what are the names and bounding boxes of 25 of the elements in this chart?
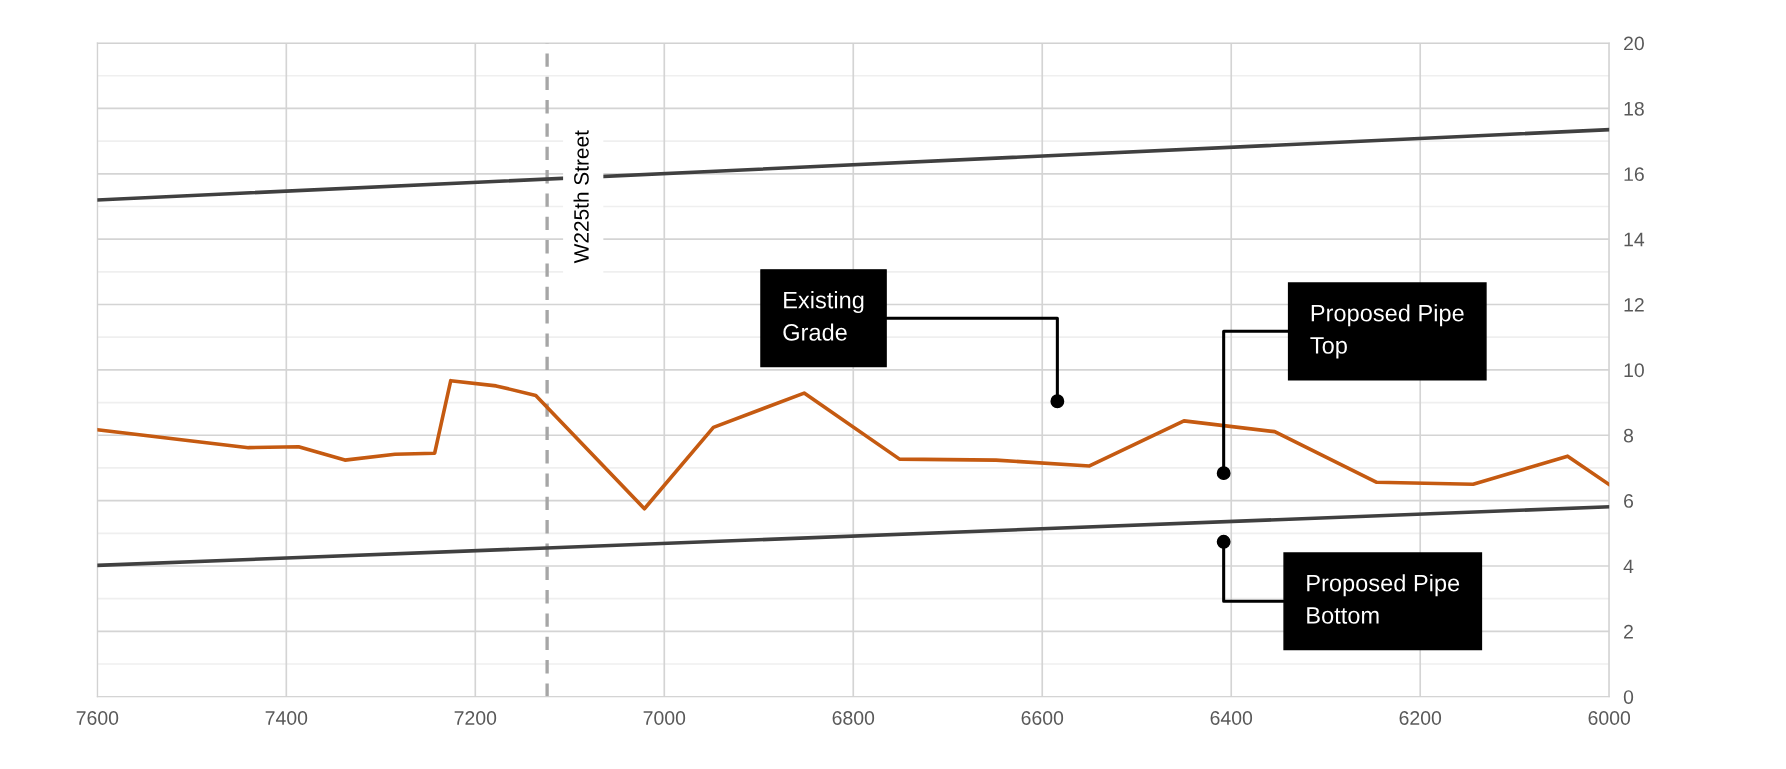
y-tick-label: 10 xyxy=(1624,363,1644,378)
x-tick-label: 7000 xyxy=(643,711,686,725)
y-tick-label: 8 xyxy=(1623,428,1634,443)
y-tick-label: 18 xyxy=(1624,101,1644,116)
y-tick-label: 4 xyxy=(1623,559,1634,574)
y-tick-label: 16 xyxy=(1624,167,1644,182)
x-tick-label: 6400 xyxy=(1210,711,1253,725)
ref-line-label: W225th Street xyxy=(573,130,589,264)
y-tick-label: 20 xyxy=(1624,36,1644,51)
x-tick-label: 7600 xyxy=(76,711,119,725)
y-tick-label: 6 xyxy=(1624,494,1634,508)
x-tick-label: 6600 xyxy=(1021,711,1064,725)
y-tick-label: 12 xyxy=(1624,297,1644,312)
x-tick-label: 7400 xyxy=(265,711,308,725)
x-tick-label: 7200 xyxy=(454,711,497,725)
annotation: Proposed Pipe Bottom xyxy=(1307,574,1460,624)
annotation: Proposed Pipe Top xyxy=(1310,304,1464,359)
line-series xyxy=(97,378,1610,511)
y-tick-label: 2 xyxy=(1624,624,1633,639)
annotation: Existing Grade xyxy=(783,291,864,341)
x-tick-label: 6800 xyxy=(832,711,875,725)
y-tick-label: 0 xyxy=(1623,690,1634,704)
y-tick-label: 14 xyxy=(1624,232,1645,247)
x-tick-label: 6200 xyxy=(1399,711,1442,725)
x-tick-label: 6000 xyxy=(1588,711,1631,725)
